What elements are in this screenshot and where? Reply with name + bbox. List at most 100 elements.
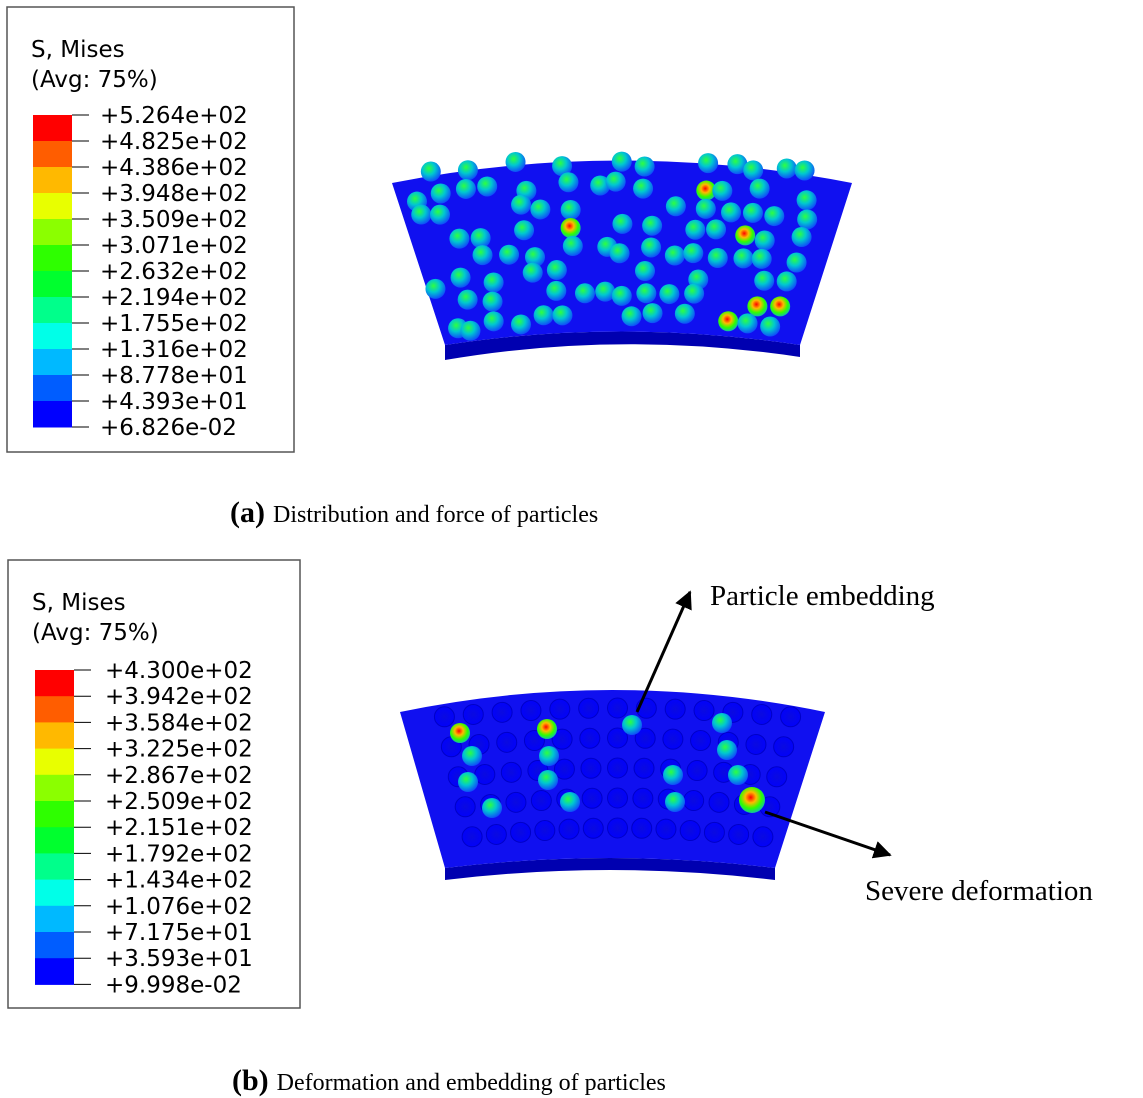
dent — [580, 728, 600, 748]
particle — [717, 740, 737, 760]
particle — [560, 792, 580, 812]
particle — [511, 314, 531, 334]
particle — [665, 245, 685, 265]
dent — [753, 827, 773, 847]
particle — [706, 219, 726, 239]
particle — [425, 279, 445, 299]
particle — [750, 179, 770, 199]
particle — [477, 176, 497, 196]
color-band — [35, 827, 74, 854]
particle — [696, 199, 716, 219]
dent — [463, 704, 483, 724]
dent — [608, 698, 628, 718]
dent — [608, 788, 628, 808]
particle — [622, 306, 642, 326]
annotation: Particle embedding — [710, 580, 935, 612]
dent — [691, 731, 711, 751]
particle — [712, 181, 732, 201]
particle — [506, 152, 526, 172]
particle — [633, 179, 653, 199]
particle — [451, 268, 471, 288]
particle — [698, 153, 718, 173]
particle — [683, 243, 703, 263]
dent — [665, 699, 685, 719]
particle — [563, 236, 583, 256]
color-band — [35, 775, 74, 802]
dent — [506, 792, 526, 812]
particle — [484, 272, 504, 292]
legend-subtitle: (Avg: 75%) — [31, 67, 158, 93]
dent — [535, 821, 555, 841]
particle — [777, 158, 797, 178]
particle — [752, 249, 772, 269]
particle — [523, 263, 543, 283]
legend-label: +9.998e-02 — [105, 972, 242, 998]
color-band — [33, 323, 72, 350]
dent — [704, 822, 724, 842]
legend-label: +4.825e+02 — [100, 129, 248, 155]
particle — [483, 292, 503, 312]
legend-label: +2.151e+02 — [105, 815, 253, 841]
dent — [531, 791, 551, 811]
color-band — [35, 906, 74, 933]
legend-label: +2.194e+02 — [100, 285, 248, 311]
dent — [729, 824, 749, 844]
particle — [797, 209, 817, 229]
dent — [554, 759, 574, 779]
particle — [539, 746, 559, 766]
particle — [675, 304, 695, 324]
caption-tag: (b) — [232, 1064, 269, 1097]
particle — [764, 206, 784, 226]
particle — [684, 284, 704, 304]
particle — [610, 243, 630, 263]
dent — [634, 758, 654, 778]
particle — [537, 719, 557, 739]
caption-text: Deformation and embedding of particles — [277, 1070, 666, 1096]
particle — [561, 200, 581, 220]
dent — [746, 734, 766, 754]
legend-label: +7.175e+01 — [105, 920, 253, 946]
legend-label: +3.584e+02 — [105, 710, 253, 736]
annotation: Severe deformation — [865, 875, 1093, 907]
particle — [733, 248, 753, 268]
particle — [450, 723, 470, 743]
dent — [486, 824, 506, 844]
legend-label: +1.792e+02 — [105, 841, 253, 867]
particle — [458, 160, 478, 180]
particle — [430, 205, 450, 225]
dent — [579, 698, 599, 718]
dent — [684, 791, 704, 811]
particle — [754, 271, 774, 291]
legend-label: +8.778e+01 — [100, 363, 248, 389]
color-band — [35, 801, 74, 828]
particle — [718, 311, 738, 331]
legend-subtitle: (Avg: 75%) — [32, 620, 159, 646]
particle — [666, 196, 686, 216]
particle — [612, 152, 632, 172]
legend-title: S, Mises — [31, 37, 125, 63]
particle — [712, 713, 732, 733]
legend-label: +4.300e+02 — [105, 658, 253, 684]
dent — [608, 758, 628, 778]
dent — [501, 762, 521, 782]
particle — [735, 225, 755, 245]
particle — [797, 190, 817, 210]
particle — [546, 281, 566, 301]
particle — [795, 160, 815, 180]
color-band — [33, 141, 72, 168]
legend-label: +3.071e+02 — [100, 233, 248, 259]
color-band — [33, 297, 72, 324]
particle — [747, 296, 767, 316]
caption-tag: (a) — [230, 496, 265, 529]
particle — [739, 787, 765, 813]
particle — [462, 746, 482, 766]
dent — [581, 758, 601, 778]
dent — [521, 701, 541, 721]
particle — [561, 218, 581, 238]
dent — [559, 819, 579, 839]
particle — [777, 271, 797, 291]
color-band — [35, 853, 74, 880]
color-band — [33, 349, 72, 376]
particle — [755, 231, 775, 251]
dent — [582, 788, 602, 808]
